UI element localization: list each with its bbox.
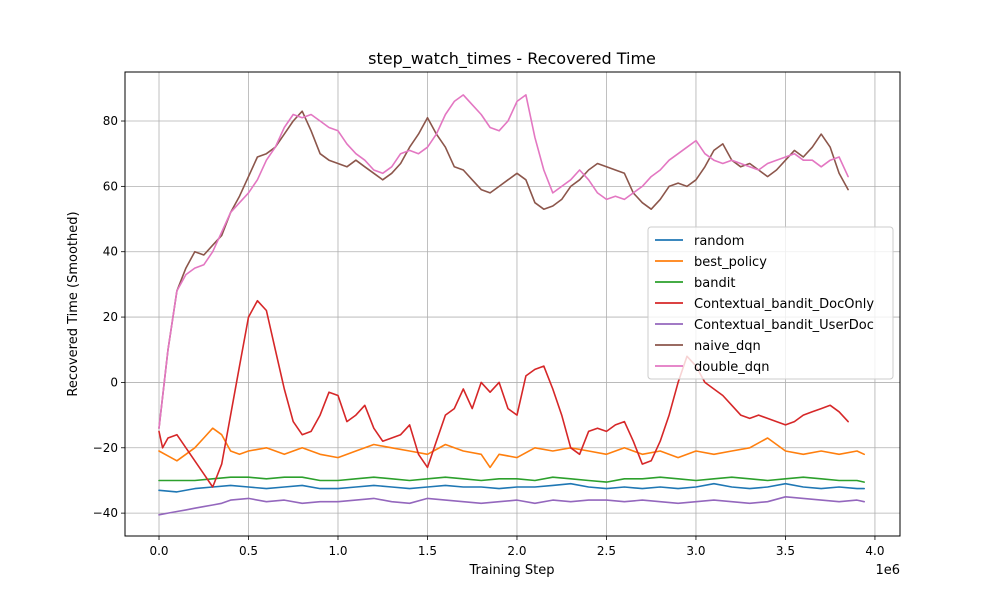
x-tick-label: 3.0: [686, 544, 705, 558]
x-axis-ticks: 0.0 0.5 1.0 1.5 2.0 2.5 3.0 3.5 4.0: [149, 536, 884, 558]
x-tick-label: 2.0: [507, 544, 526, 558]
chart-title: step_watch_times - Recovered Time: [368, 49, 656, 69]
x-tick-label: 3.5: [776, 544, 795, 558]
x-axis-label: Training Step: [468, 563, 554, 578]
x-axis-offset-label: 1e6: [875, 563, 900, 578]
series-line-bandit: [158, 476, 866, 483]
series-line-random: [158, 482, 866, 493]
x-tick-label: 4.0: [865, 544, 884, 558]
legend-box: [647, 226, 894, 380]
series-line-best-policy: [158, 427, 866, 469]
y-tick-label: 0: [110, 375, 118, 389]
y-tick-label: 40: [103, 245, 118, 259]
y-tick-label: −20: [93, 441, 118, 455]
legend-entry-label: Contextual_bandit_UserDoc: [694, 318, 874, 333]
x-tick-label: 1.0: [328, 544, 347, 558]
grid: [125, 72, 900, 536]
x-tick-label: 0.5: [239, 544, 258, 558]
legend-entry-label: Contextual_bandit_DocOnly: [694, 297, 874, 312]
series-line-contextual-bandit-userdoc: [158, 495, 866, 516]
x-tick-label: 2.5: [597, 544, 616, 558]
y-tick-label: 60: [103, 179, 118, 193]
series-layer: [158, 94, 866, 516]
legend-entry-label: best_policy: [694, 255, 767, 270]
y-tick-label: 20: [103, 310, 118, 324]
series-line-double-dqn: [158, 94, 849, 430]
plot-frame: [124, 71, 901, 537]
x-tick-label: 0.0: [149, 544, 168, 558]
series-line-contextual-bandit-doconly: [158, 299, 849, 488]
y-axis-ticks: −40 −20 0 20 40 60 80: [93, 114, 125, 520]
y-axis-label: Recovered Time (Smoothed): [66, 211, 81, 396]
legend-entry-label: bandit: [694, 276, 735, 291]
legend-entry-label: random: [694, 234, 744, 249]
legend-entry-label: naive_dqn: [694, 339, 761, 354]
y-tick-label: −40: [93, 506, 118, 520]
x-tick-label: 1.5: [418, 544, 437, 558]
legend-entry-label: double_dqn: [694, 360, 770, 375]
y-tick-label: 80: [103, 114, 118, 128]
